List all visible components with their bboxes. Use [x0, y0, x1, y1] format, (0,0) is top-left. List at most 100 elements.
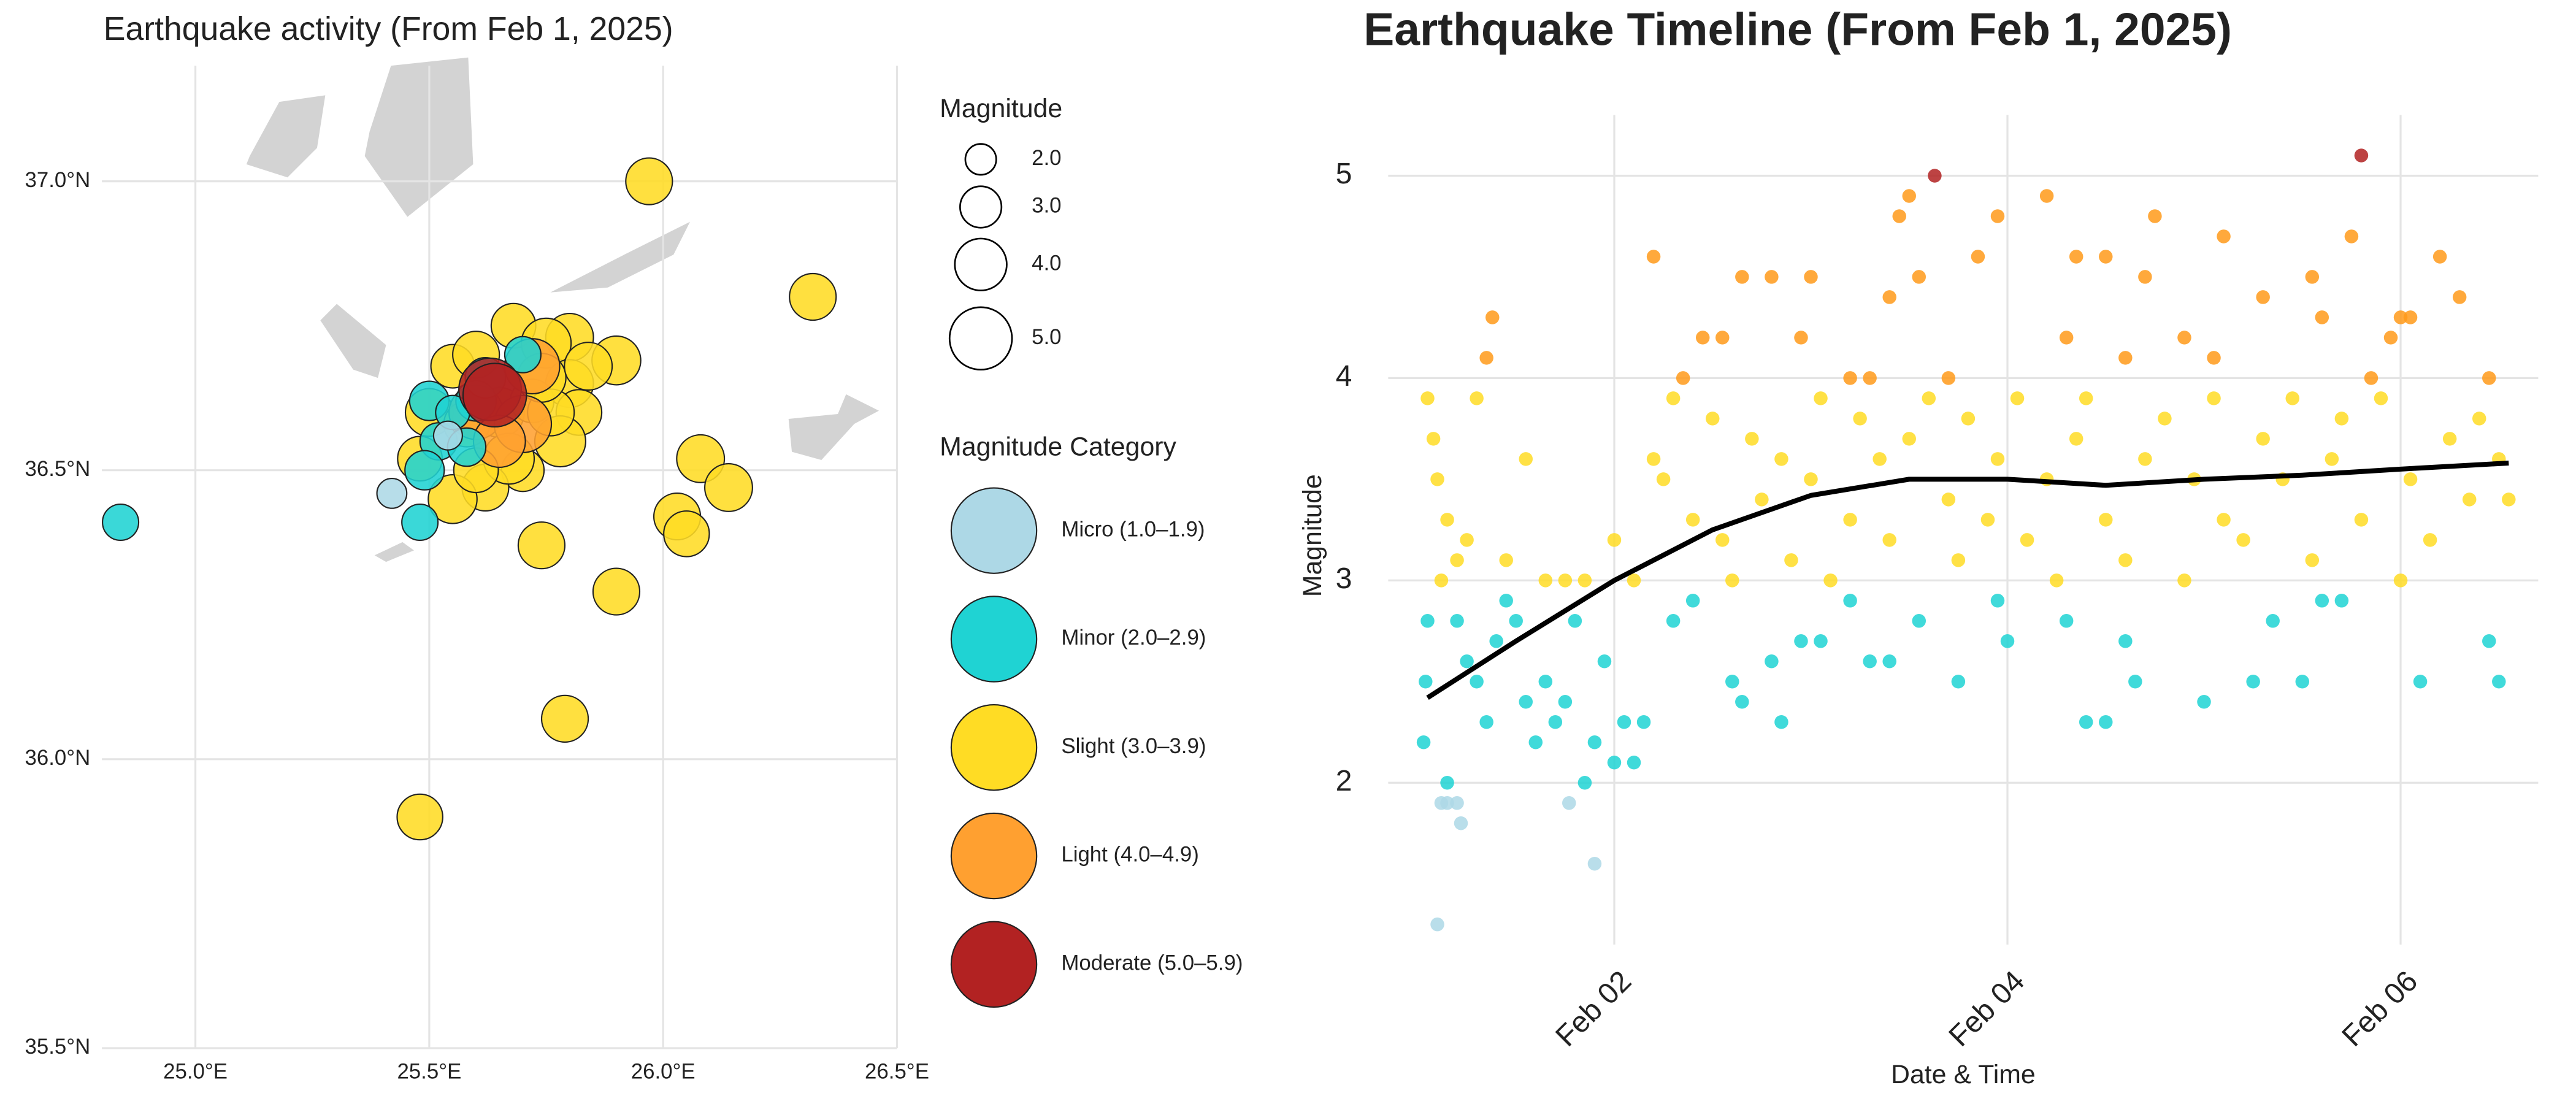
quake-point [1519, 695, 1533, 709]
quake-point [1558, 695, 1573, 709]
x-tick-label: 26.0°E [631, 1059, 696, 1083]
quake-point [2217, 229, 2231, 243]
quake-point [1440, 795, 1454, 810]
quake-point [1450, 553, 1464, 567]
quake-point [1685, 513, 1700, 527]
quake-point [1519, 452, 1533, 466]
quake-point [1892, 209, 1906, 223]
legend-label: Micro (1.0–1.9) [1061, 517, 1205, 541]
size-legend-key [954, 237, 1008, 291]
quake-point [2059, 331, 2074, 345]
quake-bubble [789, 272, 837, 321]
quake-bubble [504, 335, 542, 374]
quake-point [2432, 250, 2447, 264]
island [788, 394, 880, 460]
quake-bubble [517, 521, 566, 570]
quake-point [1735, 270, 1749, 284]
legend-key [950, 704, 1038, 791]
quake-point [1450, 795, 1464, 810]
land [246, 57, 880, 562]
quake-bubble [564, 342, 613, 391]
size-legend-label: 5.0 [1032, 325, 1061, 349]
y-tick-label: 36.5°N [25, 457, 90, 481]
quake-point [2305, 553, 2320, 567]
quake-point [1980, 513, 1995, 527]
quake-point [1922, 391, 1936, 405]
quake-point [2502, 493, 2516, 507]
trend-line [1426, 460, 2509, 700]
quake-point [1774, 452, 1788, 466]
legend-title: Magnitude Category [940, 432, 1176, 462]
quake-point [1863, 654, 1877, 669]
x-axis-title: Date & Time [1891, 1060, 2036, 1089]
quake-point [1636, 715, 1651, 729]
x-tick-label: 25.0°E [163, 1059, 228, 1083]
quake-point [2197, 695, 2211, 709]
quake-point [1882, 654, 1896, 669]
quake-point [2354, 513, 2369, 527]
island [364, 57, 473, 217]
quake-point [1725, 573, 1739, 588]
quake-point [1440, 513, 1454, 527]
quake-point [1735, 695, 1749, 709]
quake-point [1646, 452, 1661, 466]
quake-point [2383, 331, 2398, 345]
quake-point [2069, 432, 2083, 446]
quake-bubble [401, 503, 439, 542]
quake-point [1479, 351, 1493, 365]
legend-key [950, 596, 1038, 683]
quake-point [1902, 189, 1917, 203]
quake-bubble [540, 694, 589, 743]
quake-point [2138, 452, 2152, 466]
x-tick-label: Feb 04 [1942, 964, 2031, 1052]
quake-point [1794, 634, 1808, 648]
quake-point [2099, 250, 2113, 264]
quake-point [2099, 715, 2113, 729]
quake-point [2099, 513, 2113, 527]
quake-point [2256, 290, 2270, 304]
quake-point [2148, 209, 2162, 223]
quake-bubble [663, 510, 710, 558]
quake-point [2442, 432, 2457, 446]
quake-point [1460, 533, 1474, 547]
map-title: Earthquake activity (From Feb 1, 2025) [104, 11, 673, 47]
quake-point [1420, 614, 1435, 628]
island [320, 304, 386, 378]
quake-point [1823, 573, 1838, 588]
quake-point [2138, 270, 2152, 284]
x-tick-label: 26.5°E [865, 1059, 929, 1083]
legend-label: Light (4.0–4.9) [1061, 843, 1199, 867]
quake-bubble [404, 450, 445, 491]
x-tick-label: Feb 06 [2336, 964, 2424, 1052]
quake-point [2177, 331, 2191, 345]
y-tick-label: 2 [1336, 764, 1352, 797]
quake-point [1460, 654, 1474, 669]
quake-point [2305, 270, 2320, 284]
quake-point [2158, 412, 2172, 426]
quake-point [1627, 755, 1641, 770]
size-legend-key [948, 306, 1013, 371]
size-legend-label: 2.0 [1032, 146, 1061, 170]
quake-point [1853, 412, 1867, 426]
quake-point [2295, 675, 2310, 689]
quake-point [1470, 391, 1484, 405]
quake-point [2403, 310, 2418, 324]
quake-point [2069, 250, 2083, 264]
y-tick-label: 5 [1336, 157, 1352, 190]
quake-point [1912, 614, 1926, 628]
quake-point [1784, 553, 1798, 567]
quake-point [2482, 634, 2496, 648]
quake-point [1577, 775, 1592, 790]
quake-point [1479, 715, 1493, 729]
quake-point [1804, 472, 1818, 486]
quake-point [1990, 452, 2005, 466]
quake-point [1627, 573, 1641, 588]
y-tick-label: 37.0°N [25, 168, 90, 192]
quake-point [1804, 270, 1818, 284]
quake-point [2413, 675, 2428, 689]
quake-point [2207, 391, 2221, 405]
quake-point [2354, 148, 2369, 163]
quake-point [1489, 634, 1503, 648]
quake-point [1666, 614, 1681, 628]
quake-point [1470, 675, 1484, 689]
